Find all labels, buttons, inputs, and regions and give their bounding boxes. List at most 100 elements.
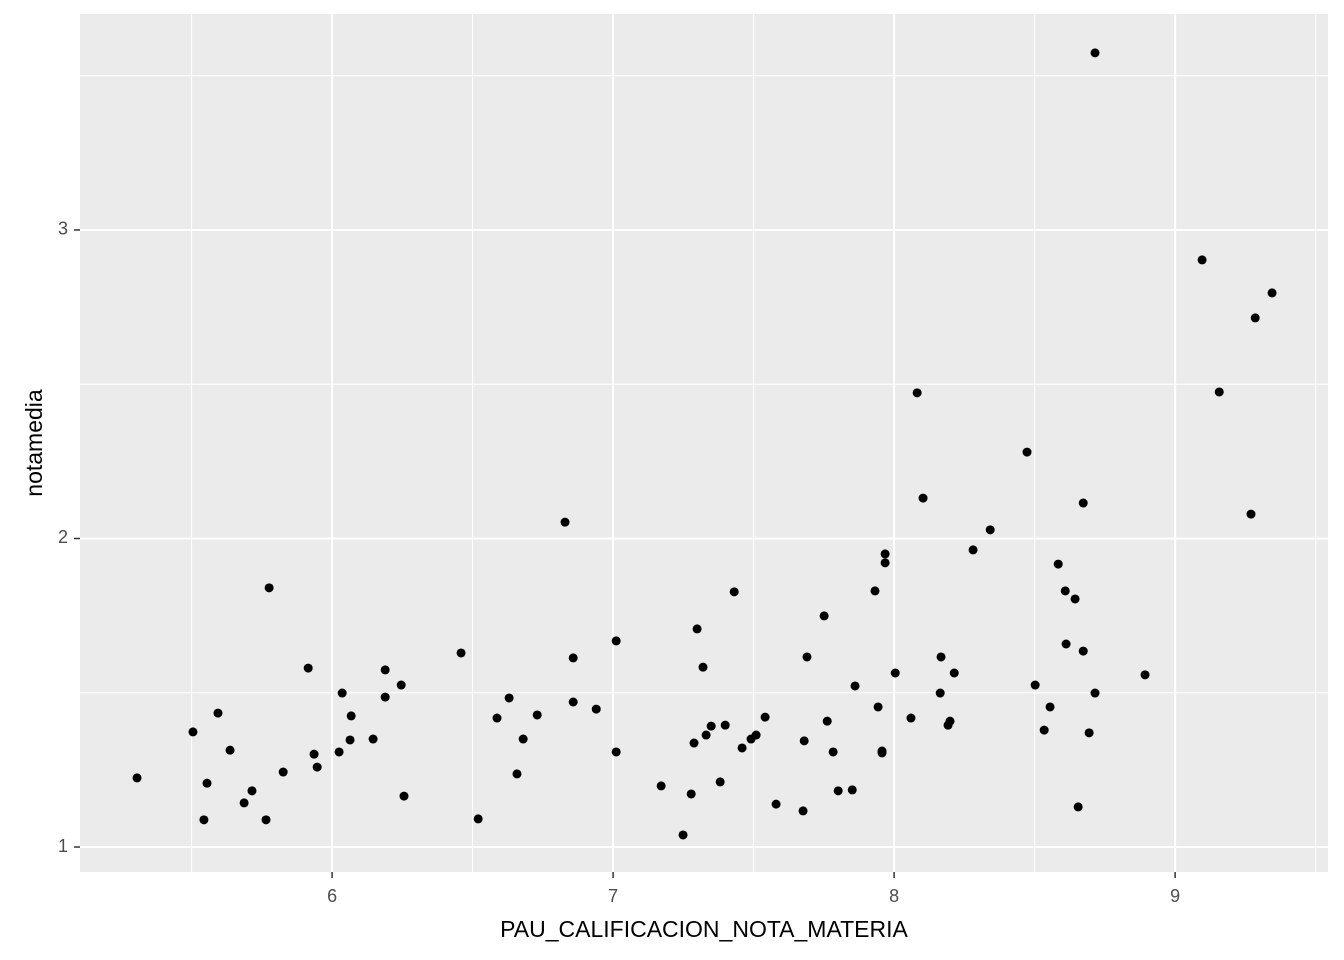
point — [1061, 639, 1071, 649]
point — [1078, 646, 1088, 656]
y-tick-label: 1 — [58, 836, 68, 856]
point — [334, 747, 344, 757]
point — [380, 665, 390, 675]
point — [1246, 509, 1256, 519]
point — [396, 680, 406, 690]
point — [1140, 670, 1150, 680]
point — [847, 785, 857, 795]
point — [698, 662, 708, 672]
point — [611, 636, 621, 646]
point — [309, 749, 319, 759]
point — [1078, 498, 1088, 508]
x-tick-label: 9 — [1170, 886, 1180, 906]
point — [729, 587, 739, 597]
point — [199, 815, 209, 825]
point — [278, 767, 288, 777]
point — [771, 799, 781, 809]
point — [873, 702, 883, 712]
point — [518, 734, 528, 744]
point — [870, 586, 880, 596]
point — [819, 611, 829, 621]
point — [1045, 702, 1055, 712]
point — [689, 738, 699, 748]
point — [1039, 725, 1049, 735]
point — [456, 648, 466, 658]
point — [504, 693, 514, 703]
point — [611, 747, 621, 757]
point — [473, 814, 483, 824]
point — [949, 668, 959, 678]
point — [213, 708, 223, 718]
point — [850, 681, 860, 691]
point — [799, 736, 809, 746]
point — [568, 697, 578, 707]
point — [751, 730, 761, 740]
point — [399, 791, 409, 801]
points — [132, 48, 1277, 840]
point — [261, 815, 271, 825]
point — [828, 747, 838, 757]
point — [906, 713, 916, 723]
point — [247, 786, 257, 796]
point — [656, 781, 666, 791]
point — [686, 789, 696, 799]
point — [1030, 680, 1040, 690]
point — [568, 653, 578, 663]
point — [591, 704, 601, 714]
panel — [80, 14, 1328, 872]
point — [1060, 586, 1070, 596]
point — [802, 652, 812, 662]
point — [968, 545, 978, 555]
point — [1053, 559, 1063, 569]
point — [312, 762, 322, 772]
point — [880, 558, 890, 568]
point — [1070, 594, 1080, 604]
point — [225, 745, 235, 755]
point — [701, 730, 711, 740]
y-axis-title: notamedia — [21, 389, 47, 497]
point — [132, 773, 142, 783]
grid — [80, 14, 1328, 872]
point — [706, 721, 716, 731]
point — [346, 711, 356, 721]
point — [715, 777, 725, 787]
point — [877, 748, 887, 758]
x-tick-label: 7 — [608, 886, 618, 906]
point — [760, 712, 770, 722]
point — [560, 517, 570, 527]
point — [822, 716, 832, 726]
point — [918, 493, 928, 503]
point — [692, 624, 702, 634]
point — [337, 688, 347, 698]
point — [1090, 688, 1100, 698]
point — [798, 806, 808, 816]
x-tick-label: 8 — [889, 886, 899, 906]
point — [1250, 313, 1260, 323]
point — [1022, 447, 1032, 457]
point — [890, 668, 900, 678]
point — [264, 583, 274, 593]
point — [492, 713, 502, 723]
point — [1084, 728, 1094, 738]
y-tick-label: 3 — [58, 219, 68, 239]
point — [1267, 288, 1277, 298]
point — [380, 692, 390, 702]
y-tick-label: 2 — [58, 527, 68, 547]
point — [239, 798, 249, 808]
point — [945, 716, 955, 726]
point — [1073, 802, 1083, 812]
point — [512, 769, 522, 779]
point — [303, 663, 313, 673]
point — [1197, 255, 1207, 265]
point — [912, 388, 922, 398]
point — [1090, 48, 1100, 58]
point — [880, 549, 890, 559]
point — [188, 727, 198, 737]
point — [936, 652, 946, 662]
point — [1214, 387, 1224, 397]
x-axis-title: PAU_CALIFICACION_NOTA_MATERIA — [500, 916, 908, 942]
x-tick-label: 6 — [327, 886, 337, 906]
point — [985, 525, 995, 535]
